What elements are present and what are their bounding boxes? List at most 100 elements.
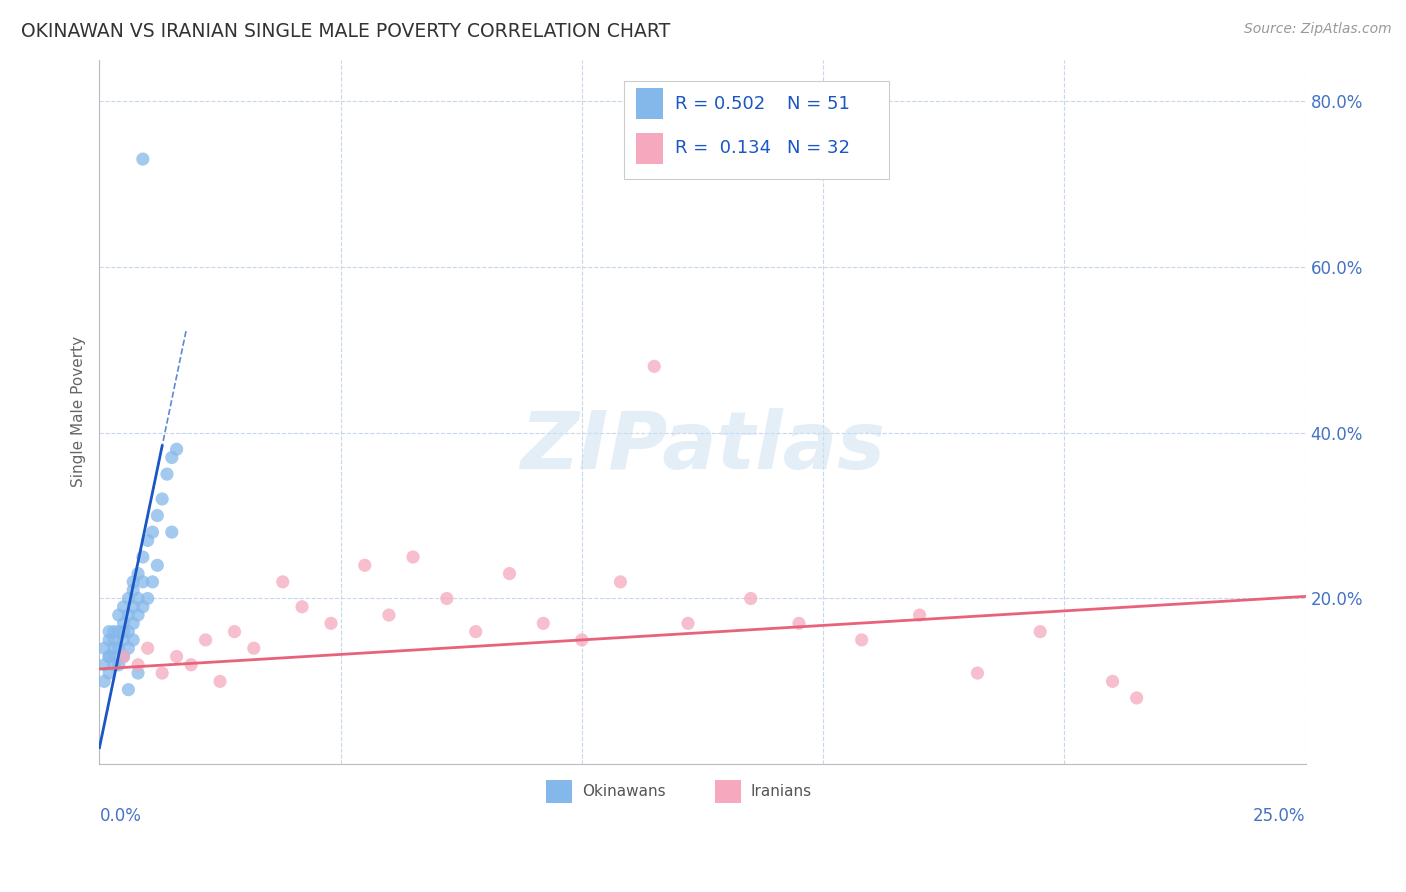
Point — [107, 608, 129, 623]
Point — [609, 574, 631, 589]
Point — [676, 616, 699, 631]
Point — [160, 450, 183, 465]
Point — [132, 599, 155, 614]
Point — [98, 649, 121, 664]
Text: Iranians: Iranians — [751, 784, 811, 799]
Point — [136, 641, 159, 656]
Point — [498, 566, 520, 581]
Point — [1029, 624, 1052, 639]
Point — [112, 599, 135, 614]
FancyBboxPatch shape — [636, 133, 662, 164]
Point — [127, 666, 149, 681]
Point — [146, 558, 169, 573]
Point — [966, 666, 988, 681]
Point — [122, 616, 145, 631]
Point — [1101, 674, 1123, 689]
Point — [156, 467, 179, 482]
Point — [122, 599, 145, 614]
Point — [117, 608, 139, 623]
Point — [643, 359, 665, 374]
Point — [908, 608, 931, 623]
Point — [146, 508, 169, 523]
Point — [1125, 690, 1147, 705]
Point — [378, 608, 401, 623]
Y-axis label: Single Male Poverty: Single Male Poverty — [72, 336, 86, 488]
Point — [98, 632, 121, 647]
Point — [436, 591, 458, 606]
Point — [107, 641, 129, 656]
Point — [107, 657, 129, 672]
Point — [127, 657, 149, 672]
Point — [141, 525, 163, 540]
Point — [243, 641, 266, 656]
Point — [180, 657, 202, 672]
Point — [98, 624, 121, 639]
Point — [103, 641, 125, 656]
Point — [194, 632, 217, 647]
Point — [98, 666, 121, 681]
Text: N = 32: N = 32 — [787, 139, 849, 157]
Point — [112, 632, 135, 647]
Point — [93, 641, 115, 656]
FancyBboxPatch shape — [546, 780, 572, 803]
Point — [93, 657, 115, 672]
Point — [122, 583, 145, 598]
Point — [122, 632, 145, 647]
Point — [132, 549, 155, 564]
FancyBboxPatch shape — [624, 81, 890, 179]
Point — [117, 682, 139, 697]
Point — [166, 442, 188, 457]
Point — [787, 616, 810, 631]
Point — [112, 624, 135, 639]
Point — [150, 666, 173, 681]
Point — [160, 525, 183, 540]
Point — [112, 649, 135, 664]
Point — [150, 491, 173, 506]
Point — [103, 649, 125, 664]
Point — [122, 574, 145, 589]
Point — [103, 657, 125, 672]
FancyBboxPatch shape — [714, 780, 741, 803]
FancyBboxPatch shape — [636, 88, 662, 120]
Point — [271, 574, 294, 589]
Point — [117, 641, 139, 656]
Point — [98, 649, 121, 664]
Text: OKINAWAN VS IRANIAN SINGLE MALE POVERTY CORRELATION CHART: OKINAWAN VS IRANIAN SINGLE MALE POVERTY … — [21, 22, 671, 41]
Point — [132, 574, 155, 589]
Text: Okinawans: Okinawans — [582, 784, 665, 799]
Point — [291, 599, 314, 614]
Text: ZIPatlas: ZIPatlas — [520, 409, 884, 486]
Text: 0.0%: 0.0% — [100, 806, 142, 824]
Point — [117, 624, 139, 639]
Point — [127, 608, 149, 623]
Point — [531, 616, 554, 631]
Point — [117, 591, 139, 606]
Point — [127, 566, 149, 581]
Point — [740, 591, 762, 606]
Point — [93, 674, 115, 689]
Point — [209, 674, 232, 689]
Point — [103, 624, 125, 639]
Point — [464, 624, 486, 639]
Point — [402, 549, 425, 564]
Point — [132, 152, 155, 166]
Point — [136, 533, 159, 548]
Text: Source: ZipAtlas.com: Source: ZipAtlas.com — [1244, 22, 1392, 37]
Point — [353, 558, 375, 573]
Point — [166, 649, 188, 664]
Point — [319, 616, 342, 631]
Point — [141, 574, 163, 589]
Text: 25.0%: 25.0% — [1253, 806, 1306, 824]
Point — [112, 649, 135, 664]
Point — [851, 632, 873, 647]
Point — [112, 616, 135, 631]
Text: N = 51: N = 51 — [787, 95, 849, 113]
Text: R =  0.134: R = 0.134 — [675, 139, 770, 157]
Point — [571, 632, 593, 647]
Point — [136, 591, 159, 606]
Point — [224, 624, 246, 639]
Point — [107, 624, 129, 639]
Point — [103, 632, 125, 647]
Text: R = 0.502: R = 0.502 — [675, 95, 765, 113]
Point — [127, 591, 149, 606]
